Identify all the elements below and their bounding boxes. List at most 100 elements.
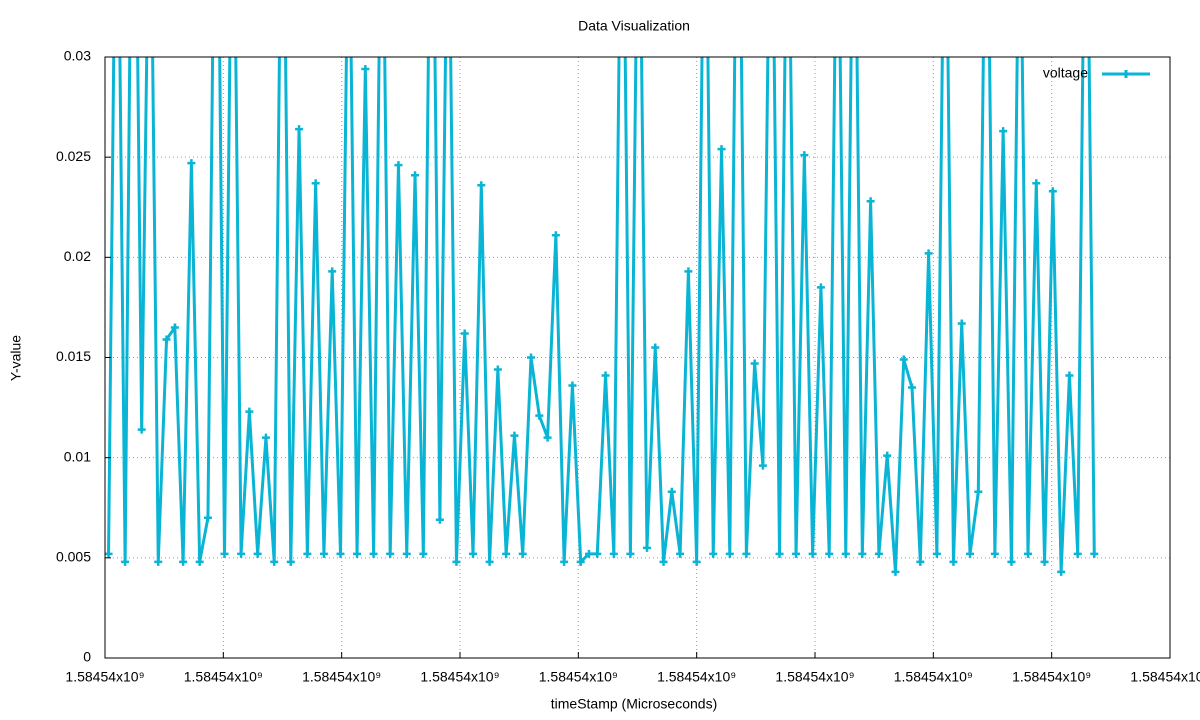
point-marker [974, 487, 983, 496]
point-marker [667, 487, 676, 496]
point-marker [311, 179, 320, 188]
point-marker [187, 159, 196, 168]
point-marker [1090, 549, 1099, 558]
point-marker [361, 65, 370, 74]
point-marker [510, 431, 519, 440]
point-marker [286, 557, 295, 566]
x-tick-label: 1.58454x10⁹ [65, 669, 144, 685]
point-marker [419, 549, 428, 558]
y-tick-label: 0.005 [56, 549, 91, 565]
point-marker [1065, 371, 1074, 380]
point-marker [1040, 557, 1049, 566]
point-marker [336, 549, 345, 558]
point-marker [105, 549, 113, 558]
point-marker [593, 549, 602, 558]
point-marker [576, 557, 585, 566]
point-marker [485, 557, 494, 566]
x-tick-label: 1.58454x10⁹ [1130, 669, 1200, 685]
point-marker [957, 319, 966, 328]
point-marker [717, 145, 726, 154]
point-marker [295, 125, 304, 134]
point-marker [924, 249, 933, 258]
point-marker [800, 151, 809, 160]
point-marker [866, 197, 875, 206]
plot-area [105, 57, 1099, 576]
point-marker [477, 181, 486, 190]
point-marker [750, 359, 759, 368]
point-marker [816, 283, 825, 292]
point-marker [543, 433, 552, 442]
point-marker [601, 371, 610, 380]
point-marker [435, 515, 444, 524]
point-marker [1048, 187, 1057, 196]
point-marker [1073, 549, 1082, 558]
point-marker [270, 557, 279, 566]
x-tick-label: 1.58454x10⁹ [894, 669, 973, 685]
point-marker [609, 549, 618, 558]
point-marker [808, 549, 817, 558]
x-axis-label: timeStamp (Microseconds) [551, 696, 718, 712]
point-marker [386, 549, 395, 558]
point-marker [858, 549, 867, 558]
y-axis-label: Y-value [8, 335, 24, 381]
point-marker [303, 549, 312, 558]
y-tick-label: 0.01 [64, 448, 91, 464]
point-marker [394, 161, 403, 170]
point-marker [535, 411, 544, 420]
point-marker [319, 549, 328, 558]
point-marker [460, 329, 469, 338]
x-tick-label: 1.58454x10⁹ [539, 669, 618, 685]
point-marker [502, 549, 511, 558]
point-marker [469, 549, 478, 558]
point-marker [353, 549, 362, 558]
x-tick-label: 1.58454x10⁹ [302, 669, 381, 685]
point-marker [775, 549, 784, 558]
point-marker [709, 549, 718, 558]
point-marker [253, 549, 262, 558]
point-marker [874, 549, 883, 558]
point-marker [560, 557, 569, 566]
point-marker [725, 549, 734, 558]
point-marker [1007, 557, 1016, 566]
point-marker [651, 343, 660, 352]
point-marker [626, 549, 635, 558]
point-marker [369, 549, 378, 558]
y-tick-label: 0.03 [64, 48, 91, 64]
point-marker [551, 231, 560, 240]
legend-swatch [1102, 70, 1150, 78]
point-marker [883, 451, 892, 460]
legend: voltage [1043, 65, 1150, 81]
point-marker [261, 433, 270, 442]
point-marker [162, 335, 171, 344]
x-tick-label: 1.58454x10⁹ [1012, 669, 1091, 685]
point-marker [916, 557, 925, 566]
point-marker [659, 557, 668, 566]
point-marker [841, 549, 850, 558]
point-marker [990, 549, 999, 558]
point-marker [676, 549, 685, 558]
point-marker [493, 365, 502, 374]
grid [104, 56, 1171, 659]
series-line [107, 57, 1096, 572]
y-tick-label: 0.02 [64, 248, 91, 264]
point-marker [949, 557, 958, 566]
x-tick-label: 1.58454x10⁹ [184, 669, 263, 685]
point-marker [203, 513, 212, 522]
point-marker [999, 127, 1008, 136]
point-marker [237, 549, 246, 558]
x-tick-label: 1.58454x10⁹ [657, 669, 736, 685]
point-marker [121, 557, 130, 566]
point-marker [245, 407, 254, 416]
point-marker [402, 549, 411, 558]
point-marker [899, 355, 908, 364]
point-marker [195, 557, 204, 566]
chart-title: Data Visualization [578, 18, 690, 34]
point-marker [220, 549, 229, 558]
x-tick-label: 1.58454x10⁹ [775, 669, 854, 685]
point-marker [411, 171, 420, 180]
point-marker [692, 557, 701, 566]
point-marker [1032, 179, 1041, 188]
point-marker [527, 353, 535, 362]
point-marker [684, 267, 693, 276]
point-marker [584, 549, 593, 558]
